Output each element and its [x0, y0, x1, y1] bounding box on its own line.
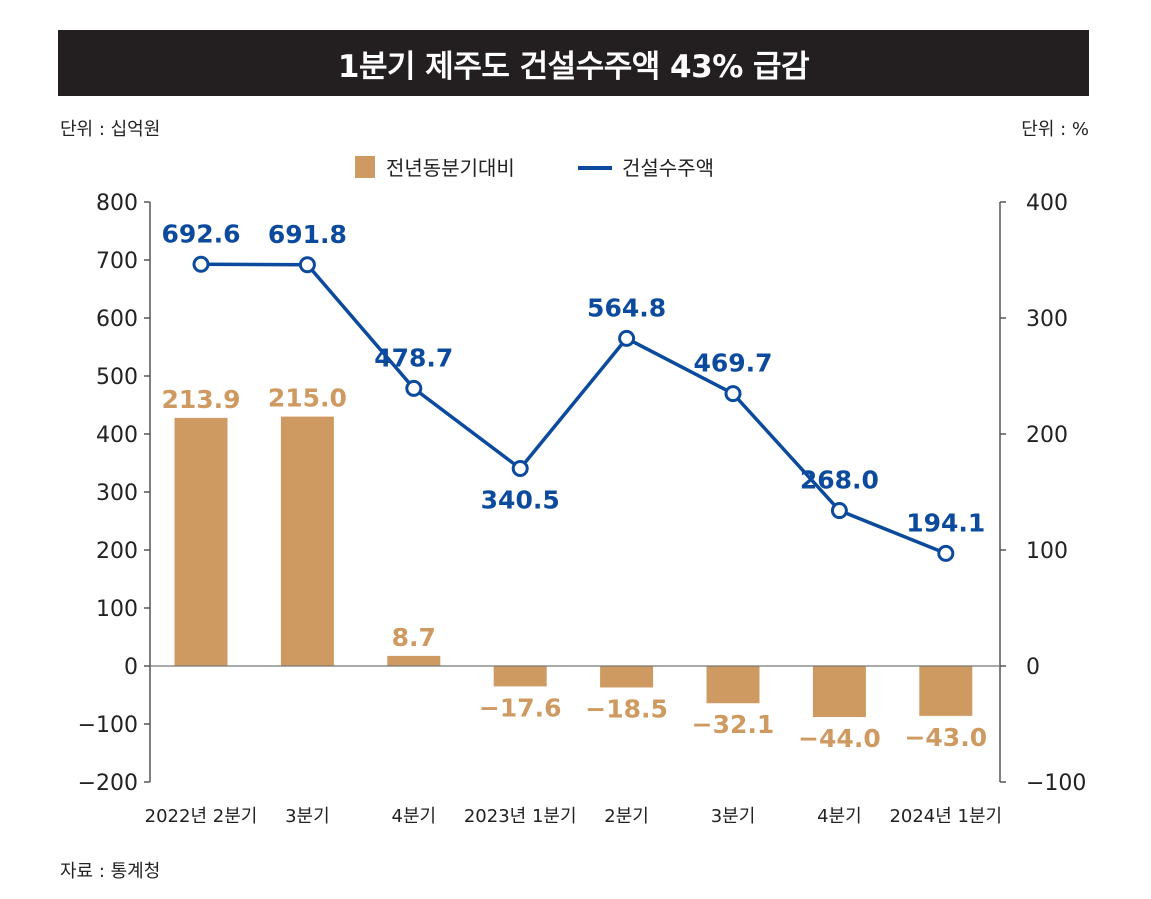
line-value-label: 340.5: [481, 486, 560, 515]
legend-line-label: 건설수주액: [622, 156, 714, 180]
bar: [600, 666, 654, 688]
left-tick-label: 800: [96, 191, 138, 216]
left-tick-label: 600: [96, 307, 138, 332]
category-label: 3분기: [285, 806, 330, 827]
left-tick-label: 200: [96, 539, 138, 564]
left-tick-label: 300: [96, 481, 138, 506]
category-label: 2022년 2분기: [145, 806, 258, 827]
line-point: [511, 460, 529, 478]
bar-value-label: 213.9: [161, 385, 240, 414]
left-tick-label: 400: [96, 423, 138, 448]
category-label: 2024년 1분기: [889, 806, 1002, 827]
left-tick-label: −200: [78, 771, 138, 796]
bar: [919, 666, 973, 716]
legend-bar-label: 전년동분기대비: [386, 156, 515, 180]
legend-bar-swatch: [355, 156, 375, 178]
line-value-label: 268.0: [800, 466, 879, 495]
right-tick-label: 300: [1026, 307, 1068, 332]
source-note: 자료 : 통계청: [60, 861, 161, 882]
line-value-label: 194.1: [906, 508, 985, 537]
bar-value-label: −44.0: [798, 724, 881, 753]
left-tick-label: 700: [96, 249, 138, 274]
line-point: [830, 502, 848, 520]
bar-value-label: −32.1: [692, 710, 775, 739]
line-value-label: 692.6: [161, 219, 240, 248]
right-tick-label: 100: [1026, 539, 1068, 564]
line-value-label: 469.7: [693, 349, 772, 378]
chart-title: 1분기 제주도 건설수주액 43% 급감: [337, 48, 810, 85]
category-label: 4분기: [817, 806, 862, 827]
left-tick-label: 100: [96, 597, 138, 622]
title-bar: 1분기 제주도 건설수주액 43% 급감: [58, 30, 1089, 96]
line-point: [192, 255, 210, 273]
line-value-label: 564.8: [587, 293, 666, 322]
category-label: 3분기: [711, 806, 756, 827]
bar-value-label: −18.5: [585, 694, 668, 723]
right-tick-label: 400: [1026, 191, 1068, 216]
left-tick-label: 0: [124, 655, 138, 680]
line-value-label: 478.7: [374, 343, 453, 372]
unit-left: 단위 : 십억원: [60, 119, 161, 140]
right-tick-label: 0: [1026, 655, 1040, 680]
bar: [812, 666, 866, 718]
bar: [706, 666, 760, 704]
bar-value-label: 8.7: [392, 623, 436, 652]
category-label: 2023년 1분기: [464, 806, 577, 827]
category-label: 2분기: [604, 806, 649, 827]
line-point: [405, 379, 423, 397]
bar-value-label: −43.0: [904, 723, 987, 752]
line-value-label: 691.8: [268, 220, 347, 249]
right-tick-label: 200: [1026, 423, 1068, 448]
unit-right: 단위 : %: [1021, 119, 1089, 140]
category-label: 4분기: [392, 806, 437, 827]
bar-value-label: 215.0: [268, 384, 347, 413]
line-point: [618, 329, 636, 347]
bar: [280, 416, 334, 666]
line-point: [298, 256, 316, 274]
bar: [493, 666, 547, 687]
right-tick-label: −100: [1026, 771, 1086, 796]
series-line: [200, 262, 947, 556]
left-tick-label: −100: [78, 713, 138, 738]
left-tick-label: 500: [96, 365, 138, 390]
line-point: [937, 544, 955, 562]
bar: [174, 417, 228, 666]
line-point: [724, 385, 742, 403]
bar: [387, 655, 441, 666]
bar-value-label: −17.6: [479, 693, 562, 722]
